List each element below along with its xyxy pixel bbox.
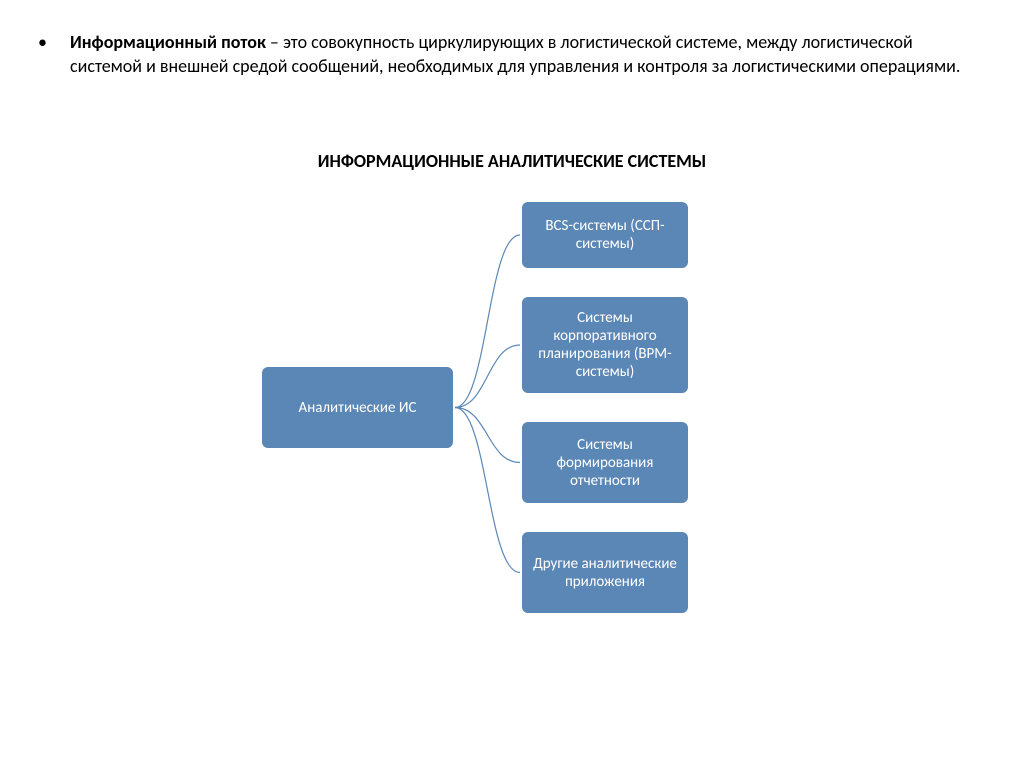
node-child-2-label: Системы формирования отчетности <box>532 436 678 490</box>
node-child-1-label: Системы корпоративного планирования (BPM… <box>532 309 678 381</box>
analytical-is-diagram: Аналитические ИС BCS-системы (ССП-систем… <box>0 190 1024 710</box>
node-root: Аналитические ИС <box>260 365 455 450</box>
bullet-icon: • <box>38 30 47 54</box>
node-child-0-label: BCS-системы (ССП-системы) <box>532 217 678 253</box>
node-root-label: Аналитические ИС <box>299 399 417 417</box>
node-child-3: Другие аналитические приложения <box>520 530 690 615</box>
definition-bullet: • Информационный поток – это совокупност… <box>40 30 970 79</box>
node-child-3-label: Другие аналитические приложения <box>532 555 678 591</box>
page: • Информационный поток – это совокупност… <box>0 0 1024 767</box>
definition-text: Информационный поток – это совокупность … <box>70 30 970 79</box>
diagram-connectors <box>0 190 1024 710</box>
node-child-1: Системы корпоративного планирования (BPM… <box>520 295 690 395</box>
definition-term: Информационный поток <box>70 31 266 53</box>
node-child-0: BCS-системы (ССП-системы) <box>520 200 690 270</box>
section-title: ИНФОРМАЦИОННЫЕ АНАЛИТИЧЕСКИЕ СИСТЕМЫ <box>0 150 1024 172</box>
node-child-2: Системы формирования отчетности <box>520 420 690 505</box>
